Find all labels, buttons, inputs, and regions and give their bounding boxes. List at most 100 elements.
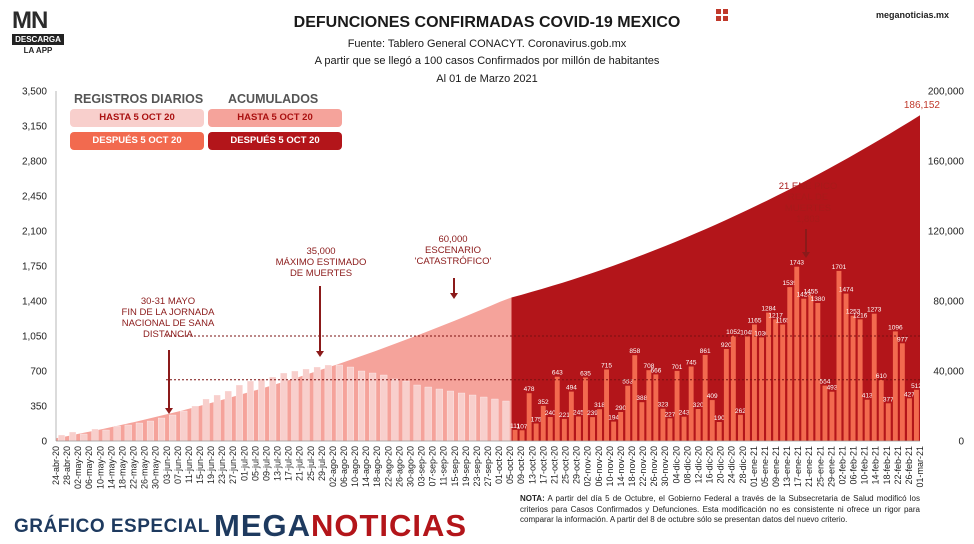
- daily-bar-before: [169, 414, 177, 442]
- annotation-mayo: 30-31 MAYO FIN DE LA JORNADA NACIONAL DE…: [108, 296, 228, 340]
- annotation-peak: 21 ENE PICO REAL DE MUERTES 1,803: [766, 181, 850, 225]
- daily-bar-before: [324, 364, 332, 442]
- daily-bar-after: [885, 403, 891, 441]
- app-logo[interactable]: MN DESCARGA LA APP: [12, 8, 64, 56]
- x-axis-tick: 29-ene-21: [826, 446, 836, 487]
- daily-bar-after: [892, 331, 898, 441]
- chart-subtitle: A partir que se llegó a 100 casos Confir…: [314, 55, 660, 67]
- x-axis-tick: 30-may-20: [151, 446, 161, 489]
- x-axis-tick: 15-sep-20: [450, 446, 460, 487]
- daily-bar-label: 1701: [832, 264, 847, 271]
- legend-cumulative-before: HASTA 5 OCT 20: [208, 109, 342, 127]
- daily-bar-label: 427: [904, 391, 915, 398]
- x-axis-tick: 30-nov-20: [660, 446, 670, 487]
- daily-bar-after: [519, 430, 525, 441]
- daily-bar-after: [907, 398, 912, 441]
- daily-bar-after: [646, 370, 652, 441]
- daily-bar-before: [391, 378, 399, 442]
- daily-bar-after: [526, 393, 532, 441]
- x-axis-tick: 22-ago-20: [383, 446, 393, 487]
- daily-bar-after: [766, 312, 771, 441]
- daily-bar-before: [491, 398, 499, 442]
- daily-bar-label: 1165: [748, 318, 762, 325]
- x-axis-tick: 18-ago-20: [372, 446, 382, 487]
- logo-mark: MN: [12, 7, 48, 34]
- daily-bar-after: [688, 366, 694, 441]
- cumulative-end-label: 186,152: [904, 100, 941, 111]
- left-axis-tick: 3,500: [22, 87, 47, 98]
- x-axis-tick: 01-ene-21: [749, 446, 759, 487]
- daily-bar-after: [752, 324, 757, 441]
- left-axis-tick: 0: [41, 437, 47, 448]
- daily-bar-before: [313, 366, 321, 442]
- daily-bar-label: 1045: [740, 330, 755, 337]
- x-axis-tick: 06-feb-21: [849, 446, 859, 485]
- daily-bar-label: 494: [566, 385, 577, 392]
- daily-bar-after: [709, 400, 715, 441]
- daily-bar-after: [843, 293, 849, 441]
- x-axis-tick: 07-sep-20: [428, 446, 438, 487]
- daily-bar-before: [258, 378, 266, 442]
- left-axis-tick: 2,100: [22, 227, 47, 238]
- footer-brand-logo: MEGANOTICIAS: [214, 508, 467, 544]
- daily-bar-label: 290: [615, 405, 626, 412]
- x-axis-tick: 03-jun-20: [162, 446, 172, 484]
- daily-bar-label: 701: [672, 364, 683, 371]
- x-axis-tick: 21-oct-20: [550, 446, 560, 484]
- note-label: NOTA:: [520, 494, 545, 503]
- daily-bar-label: 377: [883, 396, 894, 403]
- x-axis-tick: 22-may-20: [129, 446, 139, 489]
- left-axis-tick: 1,750: [22, 262, 47, 273]
- daily-bar-label: 413: [862, 393, 873, 400]
- site-url[interactable]: meganoticias.mx: [876, 10, 950, 20]
- x-axis-tick: 02-ago-20: [328, 446, 338, 487]
- daily-bar-after: [639, 402, 645, 441]
- chart-date: Al 01 de Marzo 2021: [436, 73, 538, 85]
- x-axis-tick: 05-jul-20: [250, 446, 260, 481]
- x-axis-tick: 17-ene-21: [793, 446, 803, 487]
- daily-bar-before: [269, 376, 277, 442]
- x-axis-tick: 06-may-20: [84, 446, 94, 489]
- daily-bar-before: [502, 400, 510, 442]
- daily-bar-before: [369, 372, 377, 442]
- daily-bar-after: [632, 355, 638, 441]
- daily-bar-before: [346, 366, 354, 442]
- daily-bar-label: 1273: [867, 307, 882, 314]
- x-axis-tick: 26-feb-21: [904, 446, 914, 485]
- daily-bar-before: [402, 380, 410, 442]
- x-axis-tick: 10-nov-20: [605, 446, 615, 487]
- x-axis-tick: 14-feb-21: [871, 446, 881, 485]
- annotation-cat-line1: 60,000: [438, 234, 468, 245]
- daily-bar-label: 318: [594, 402, 605, 409]
- daily-bar-before: [135, 422, 143, 442]
- daily-bar-label: 1052: [726, 329, 741, 336]
- daily-bar-label: 553: [622, 379, 633, 386]
- x-axis-tick: 05-oct-20: [505, 446, 515, 484]
- daily-bar-before: [113, 425, 121, 442]
- left-axis-tick: 350: [30, 402, 47, 413]
- grid-icon[interactable]: [716, 9, 728, 21]
- annotation-peak-line2: REAL DE: [787, 192, 829, 203]
- x-axis-tick: 22-feb-21: [893, 446, 903, 485]
- legend-cumulative-after: DESPUÉS 5 OCT 20: [208, 132, 342, 150]
- daily-bar-label: 227: [665, 411, 676, 418]
- daily-bar-label: 1455: [804, 289, 819, 296]
- daily-bar-after: [787, 287, 793, 441]
- chart-title: DEFUNCIONES CONFIRMADAS COVID-19 MEXICO: [293, 14, 681, 31]
- annotation-cat-line2: ESCENARIO: [425, 245, 481, 256]
- arrow-catastrofico-head: [450, 293, 458, 299]
- daily-bar-label: 1096: [888, 324, 903, 331]
- daily-bar-after: [611, 421, 617, 441]
- daily-bar-label: 708: [643, 363, 654, 370]
- daily-bar-after: [540, 405, 546, 441]
- x-axis-tick: 16-dic-20: [705, 446, 715, 484]
- left-axis-tick: 700: [30, 367, 47, 378]
- daily-bar-after: [660, 408, 666, 441]
- daily-bar-label: 111: [510, 423, 520, 430]
- legend-daily-after: DESPUÉS 5 OCT 20: [70, 132, 204, 150]
- x-axis-tick: 12-dic-20: [694, 446, 704, 484]
- daily-bar-after: [547, 417, 553, 441]
- x-axis-tick: 04-dic-20: [671, 446, 681, 484]
- x-axis-tick: 28-abr-20: [62, 446, 72, 485]
